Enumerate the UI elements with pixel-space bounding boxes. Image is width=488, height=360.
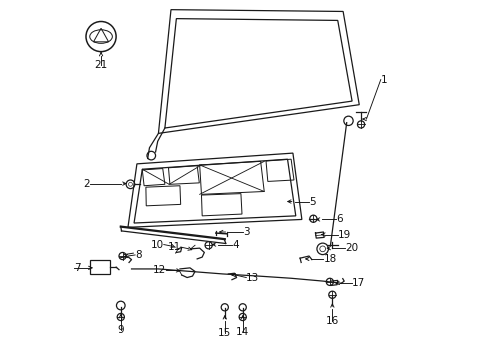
Text: 4: 4 — [231, 239, 238, 249]
Text: 11: 11 — [167, 242, 180, 252]
Text: 18: 18 — [323, 254, 336, 264]
Text: 12: 12 — [152, 265, 165, 275]
Text: 17: 17 — [351, 278, 365, 288]
Text: 6: 6 — [335, 215, 342, 224]
Text: 1: 1 — [380, 75, 386, 85]
Text: 13: 13 — [246, 273, 259, 283]
Text: 5: 5 — [308, 197, 315, 207]
Text: 8: 8 — [135, 250, 142, 260]
Text: 9: 9 — [117, 325, 124, 335]
Text: 14: 14 — [236, 327, 249, 337]
Text: 2: 2 — [83, 179, 90, 189]
Text: 15: 15 — [218, 328, 231, 338]
Text: 21: 21 — [94, 60, 107, 70]
Text: 3: 3 — [242, 227, 249, 237]
Text: 7: 7 — [74, 263, 81, 273]
Text: 10: 10 — [150, 239, 163, 249]
Text: 16: 16 — [325, 316, 338, 325]
Text: 20: 20 — [344, 243, 357, 253]
Bar — [89, 260, 110, 274]
Text: 19: 19 — [337, 230, 350, 239]
